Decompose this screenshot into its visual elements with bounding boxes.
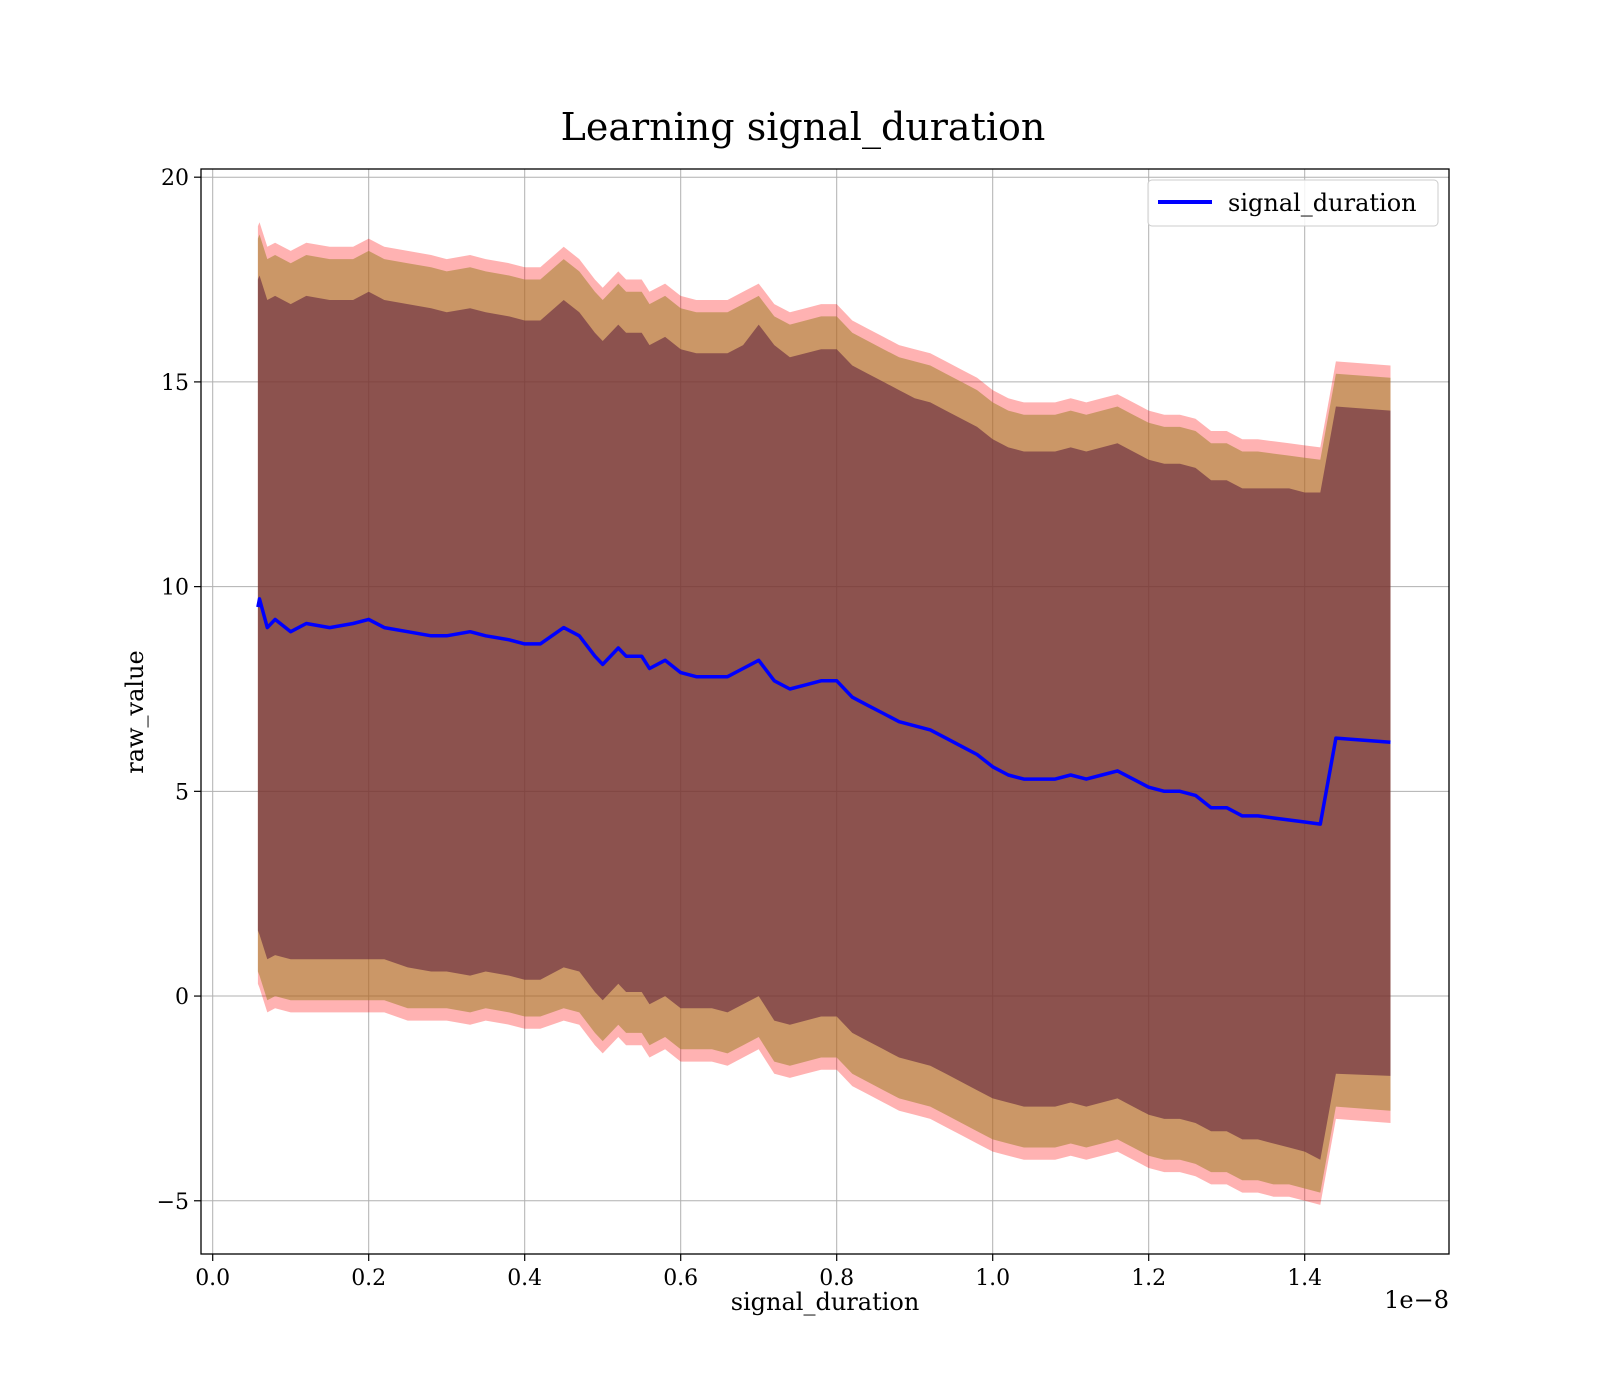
y-tick-label: 15 xyxy=(161,371,189,396)
plot-frame xyxy=(200,168,1450,1255)
band-inner xyxy=(257,275,1391,1160)
y-tick-label: −5 xyxy=(157,1190,189,1215)
legend-frame xyxy=(1147,179,1439,227)
x-tick-label: 1.0 xyxy=(975,1266,1010,1291)
x-tick-label: 0.8 xyxy=(819,1266,854,1291)
legend: signal_duration xyxy=(1147,179,1439,227)
y-tick-label: 10 xyxy=(161,576,189,601)
x-tick-label: 0.6 xyxy=(663,1266,698,1291)
confidence-bands xyxy=(257,222,1391,1205)
x-tick-label: 1.2 xyxy=(1131,1266,1166,1291)
x-tick-label: 1.4 xyxy=(1287,1266,1322,1291)
series-line-signal-duration xyxy=(256,597,1391,826)
y-tick-label: 5 xyxy=(175,780,189,805)
y-axis-label: raw_value xyxy=(121,650,149,774)
x-tick-label: 0.0 xyxy=(195,1266,230,1291)
y-tick-label: 0 xyxy=(175,985,189,1010)
legend-label: signal_duration xyxy=(1228,189,1417,217)
x-offset-text: 1e−8 xyxy=(1384,1286,1449,1314)
x-tick-label: 0.4 xyxy=(507,1266,542,1291)
series-lines xyxy=(256,597,1391,826)
x-axis-label: signal_duration xyxy=(731,1288,920,1316)
x-tick-label: 0.2 xyxy=(351,1266,386,1291)
y-tick-label: 20 xyxy=(161,166,189,191)
axis-ticks: 0.0 0.2 0.4 0.6 0.8 1.0 1.2 1.4 −5 0 5 10 15 20 xyxy=(157,166,1323,1291)
chart-title: Learning signal_duration xyxy=(561,105,1046,150)
